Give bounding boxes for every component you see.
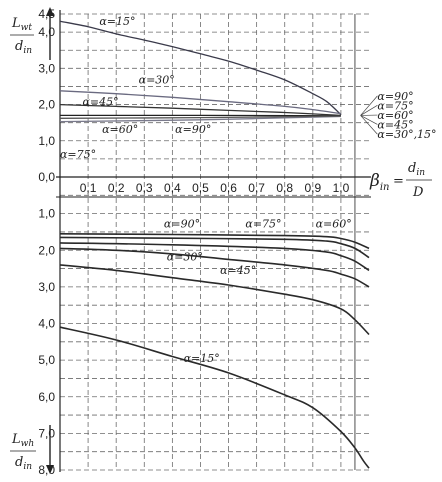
series-line-lower-2 — [59, 242, 370, 272]
upper-ylabel: Lwt din — [10, 7, 54, 60]
x-tick-label: 0,2 — [108, 181, 125, 195]
lower-ylabel-num: L — [11, 432, 21, 447]
x-tick-label: 0,4 — [164, 181, 181, 195]
plot-frame — [56, 10, 371, 472]
svg-text:din: din — [15, 455, 32, 472]
svg-text:din: din — [15, 39, 32, 56]
lower-ylabel-den-sub: in — [23, 462, 32, 472]
svg-text:βin: βin — [369, 171, 389, 193]
y-tick-label-lower: 1,0 — [38, 207, 55, 221]
upper-ylabel-arrowhead — [46, 7, 54, 16]
x-tick-label: 1,0 — [333, 181, 350, 195]
x-axis-frac-num: d — [408, 161, 416, 176]
lower-ylabel-arrowhead — [46, 465, 54, 474]
series-line-upper-2 — [59, 103, 341, 117]
y-tick-label-lower: 4,0 — [38, 317, 55, 331]
annotation-label-6: α=90° — [377, 90, 413, 103]
upper-ylabel-den-sub: in — [23, 46, 32, 56]
lower-ylabel-num-sub: wh — [21, 439, 35, 449]
curve-annotations: α=15°α=30°α=45°α=60° α=90°α=75°α=90°α=75°… — [60, 15, 437, 365]
annotation-label-8: α=60° — [377, 109, 413, 122]
x-tick-label: 0,9 — [304, 181, 321, 195]
series-line-upper-0 — [59, 20, 342, 116]
svg-text:Lwh: Lwh — [11, 432, 34, 449]
y-tick-label-upper: 4,0 — [38, 25, 55, 39]
annotation-label-10: α=30°,15° — [377, 128, 436, 141]
annotation-label-3: α=60° — [102, 123, 138, 136]
series-line-lower-4 — [59, 264, 370, 336]
annotation-leader-4 — [360, 115, 378, 135]
annotation-label-7: α=75° — [377, 99, 413, 112]
y-tick-label-upper: 1,0 — [38, 134, 55, 148]
annotation-label-12: α=75° — [245, 218, 281, 231]
series-line-lower-1 — [59, 236, 370, 259]
lower-ylabel: Lwh din — [10, 425, 54, 474]
annotation-label-2: α=45° — [82, 95, 118, 108]
y-tick-label-upper: 0,0 — [38, 170, 55, 184]
annotation-label-0: α=15° — [99, 15, 135, 28]
y-tick-label-upper: 2,0 — [38, 98, 55, 112]
x-axis-symbol-sub: in — [380, 182, 390, 193]
y-tick-label-lower: 6,0 — [38, 390, 55, 404]
x-axis-frac-num-sub: in — [416, 168, 425, 178]
annotation-leader-1 — [360, 104, 378, 116]
svg-text:Lwt: Lwt — [11, 16, 32, 33]
series-line-upper-1 — [59, 90, 341, 115]
annotation-label-9: α=45° — [377, 118, 413, 131]
x-axis-label: βin = din D — [369, 161, 432, 200]
series-line-lower-5 — [59, 326, 370, 469]
x-tick-label: 0,7 — [248, 181, 265, 195]
annotation-label-16: α=15° — [184, 352, 220, 365]
x-tick-labels: 0,1 0,2 0,3 0,4 0,5 0,6 0,7 0,8 0,9 1,0 — [80, 181, 350, 195]
y-tick-labels: 0,01,02,03,04,04,51,02,03,04,05,06,07,08… — [38, 7, 55, 477]
series-lines — [59, 20, 370, 469]
series-line-lower-0 — [59, 233, 370, 250]
y-tick-label-upper: 3,0 — [38, 61, 55, 75]
y-tick-label-lower: 3,0 — [38, 280, 55, 294]
series-line-upper-4 — [59, 115, 341, 123]
x-tick-label: 0,8 — [276, 181, 293, 195]
x-tick-label: 0,5 — [192, 181, 209, 195]
x-tick-label: 0,1 — [80, 181, 97, 195]
annotation-label-14: α=30° — [167, 251, 203, 264]
x-axis-symbol: β — [369, 171, 380, 191]
annotation-label-5: α=75° — [60, 148, 96, 161]
y-tick-label-lower: 2,0 — [38, 243, 55, 257]
annotation-label-13: α=60° — [316, 218, 352, 231]
grid-lines — [60, 13, 369, 471]
upper-ylabel-num: L — [11, 16, 21, 31]
annotation-leader-0 — [360, 95, 378, 116]
annotation-label-4: α=90° — [175, 123, 211, 136]
x-tick-label: 0,6 — [220, 181, 237, 195]
y-tick-label-lower: 5,0 — [38, 353, 55, 367]
annotation-label-15: α=45° — [220, 264, 256, 277]
x-axis-eq: = — [393, 174, 404, 189]
upper-ylabel-den: d — [15, 39, 23, 54]
series-line-upper-5 — [59, 115, 341, 119]
lower-ylabel-den: d — [15, 455, 23, 470]
x-tick-label: 0,3 — [136, 181, 153, 195]
svg-text:din: din — [408, 161, 425, 178]
series-line-lower-3 — [59, 247, 370, 288]
x-axis-frac-den: D — [412, 185, 424, 200]
annotation-leader-3 — [360, 115, 378, 125]
y-tick-label-lower: 7,0 — [38, 426, 55, 440]
annotation-label-11: α=90° — [164, 218, 200, 231]
upper-ylabel-num-sub: wt — [21, 23, 33, 33]
annotation-label-1: α=30° — [139, 74, 175, 87]
